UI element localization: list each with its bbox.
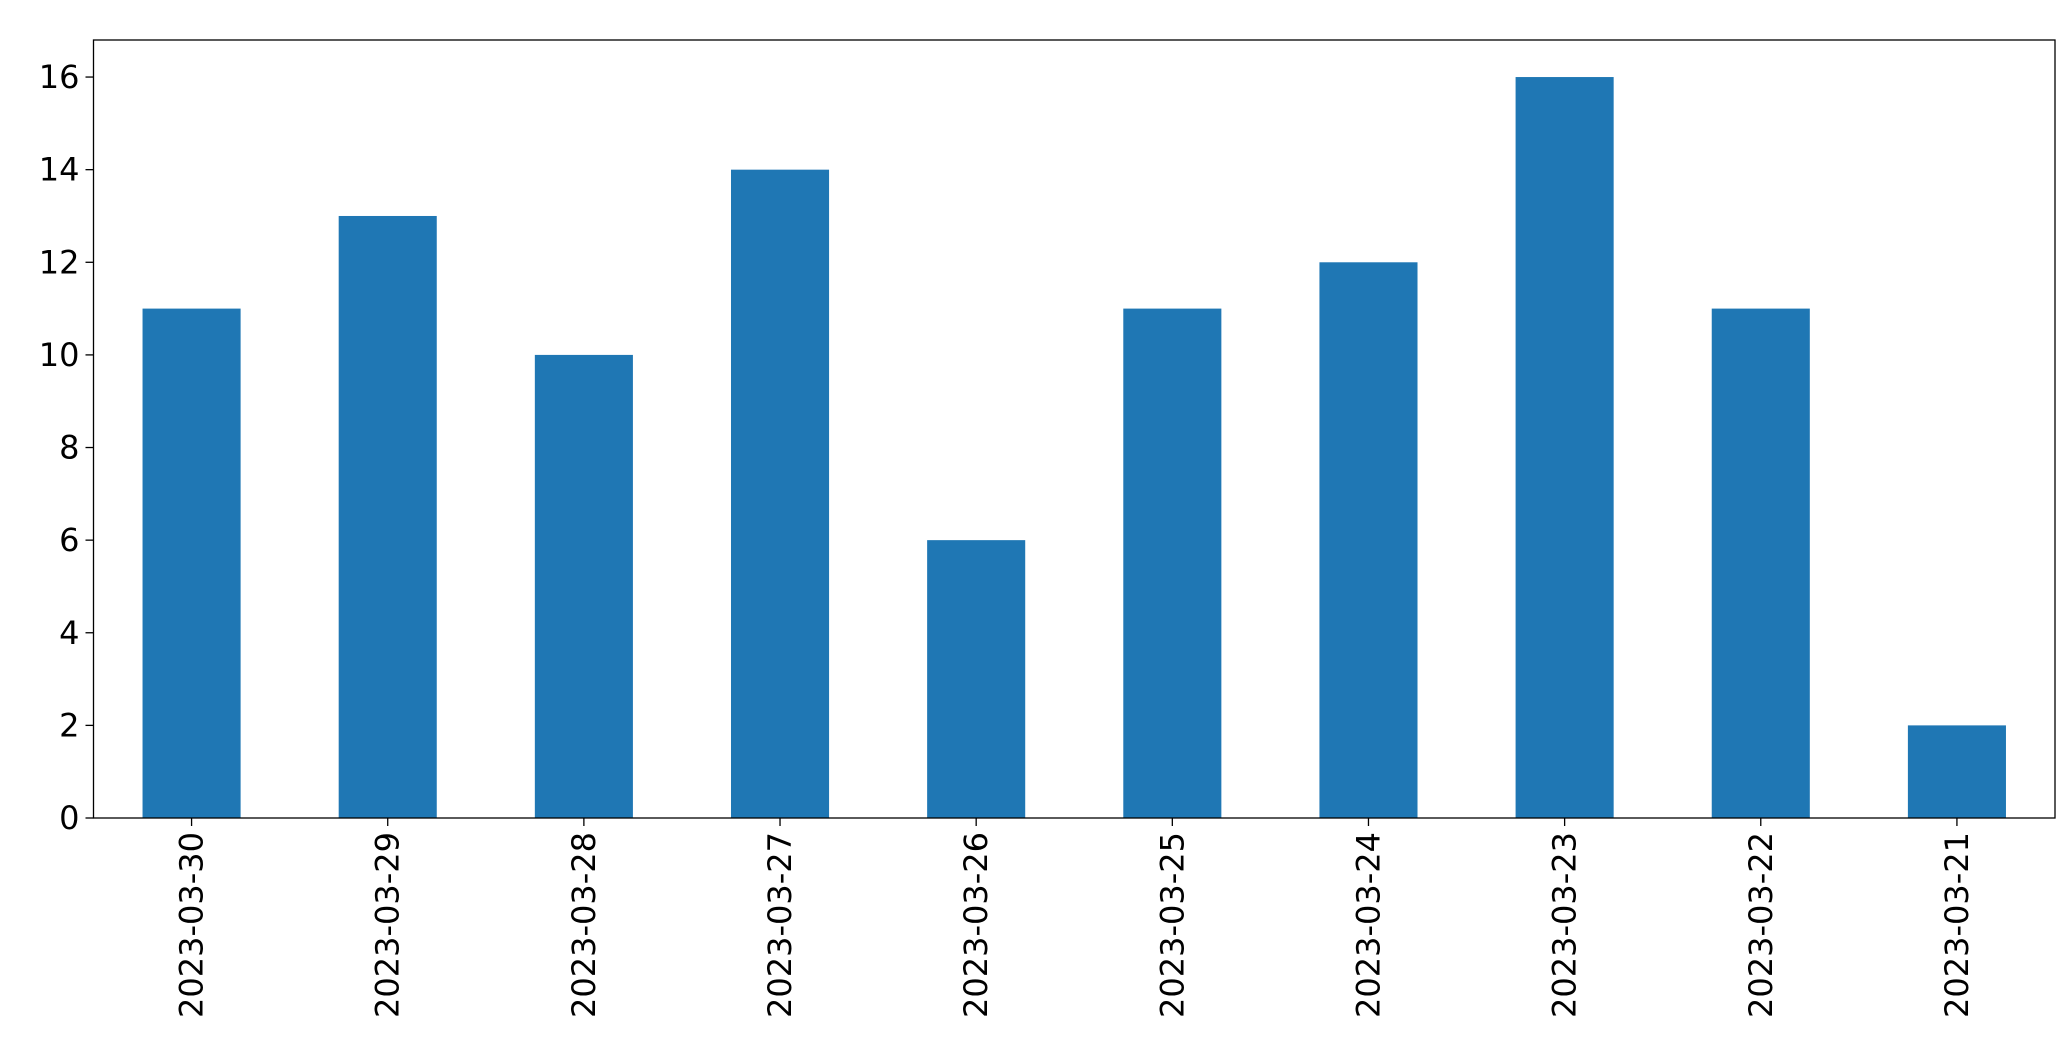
bar [730, 169, 830, 818]
y-tick-label: 8 [59, 429, 79, 467]
x-tick-label: 2023-03-25 [1153, 832, 1191, 1018]
x-tick-label: 2023-03-26 [957, 832, 995, 1018]
bar [1123, 308, 1222, 818]
y-tick-label: 10 [39, 336, 80, 374]
x-tick-label: 2023-03-29 [369, 832, 407, 1018]
bar [338, 215, 437, 818]
x-tick-label: 2023-03-27 [761, 832, 799, 1018]
bar [1907, 725, 2006, 818]
bar [1319, 262, 1418, 818]
plot-frame [92, 39, 2056, 819]
y-tick-label: 14 [39, 151, 80, 189]
x-tick-label: 2023-03-24 [1349, 832, 1387, 1018]
y-tick-label: 6 [59, 521, 79, 559]
y-tick-label: 16 [39, 58, 80, 96]
x-tick-label: 2023-03-30 [173, 832, 211, 1018]
y-tick-label: 2 [59, 706, 79, 744]
bar [1711, 308, 1810, 818]
y-tick-label: 4 [59, 614, 79, 652]
bar [142, 308, 241, 818]
x-tick-label: 2023-03-22 [1742, 832, 1780, 1018]
y-tick-label: 0 [59, 799, 79, 837]
x-tick-label: 2023-03-21 [1938, 832, 1976, 1018]
y-tick-label: 12 [39, 243, 80, 281]
x-tick-label: 2023-03-23 [1546, 832, 1584, 1018]
bar [927, 540, 1026, 818]
bar [1515, 77, 1614, 819]
bar [534, 354, 633, 818]
x-tick-label: 2023-03-28 [565, 832, 603, 1018]
